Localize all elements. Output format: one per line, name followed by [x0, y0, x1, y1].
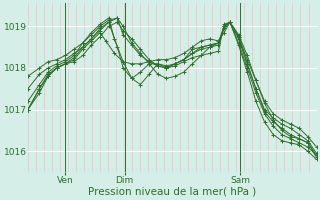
- X-axis label: Pression niveau de la mer( hPa ): Pression niveau de la mer( hPa ): [88, 187, 256, 197]
